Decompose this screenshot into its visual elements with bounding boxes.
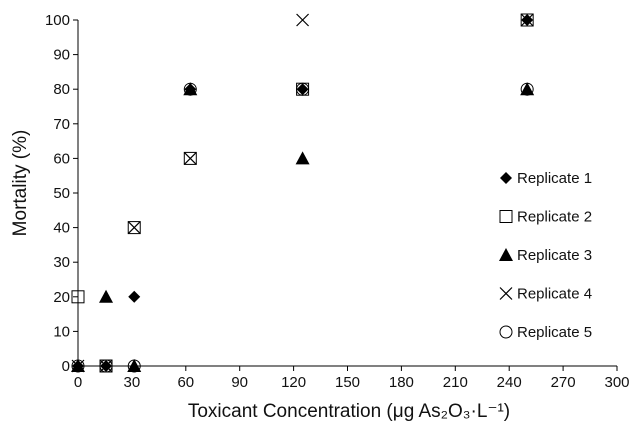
data-point bbox=[128, 290, 141, 303]
x-tick-label: 0 bbox=[74, 374, 82, 391]
y-tick-label: 30 bbox=[53, 254, 70, 271]
data-point bbox=[296, 83, 309, 96]
data-point bbox=[183, 82, 197, 96]
data-points bbox=[71, 13, 535, 373]
legend-marker bbox=[500, 172, 512, 184]
data-point bbox=[127, 359, 142, 372]
data-point bbox=[520, 82, 535, 96]
y-tick-label: 70 bbox=[53, 116, 70, 133]
legend-marker bbox=[499, 248, 513, 261]
data-point bbox=[127, 221, 141, 235]
x-tick-label: 90 bbox=[231, 374, 248, 391]
x-axis-title: Toxicant Concentration (μg As₂O₃·L⁻¹) bbox=[188, 401, 510, 422]
data-point bbox=[520, 13, 534, 27]
x-tick-label: 300 bbox=[604, 374, 629, 391]
data-point bbox=[71, 359, 85, 373]
y-tick-label: 10 bbox=[53, 323, 70, 340]
axes bbox=[77, 20, 617, 367]
y-tick-label: 90 bbox=[53, 47, 70, 64]
x-axis-ticks: 0 30 60 90 120 150 180 210 240 270 300 bbox=[74, 366, 630, 391]
data-point bbox=[127, 359, 141, 373]
series-replicate-4 bbox=[71, 13, 534, 373]
data-point bbox=[296, 13, 310, 27]
data-point bbox=[127, 221, 141, 235]
x-tick-label: 60 bbox=[177, 374, 194, 391]
data-point bbox=[295, 151, 310, 165]
y-tick-label: 60 bbox=[53, 150, 70, 167]
data-point bbox=[183, 151, 197, 165]
y-axis-ticks: 0 10 20 30 40 50 60 70 80 90 100 bbox=[45, 12, 78, 375]
data-point bbox=[520, 13, 534, 27]
x-tick-label: 120 bbox=[281, 374, 306, 391]
legend-label: Replicate 2 bbox=[517, 209, 592, 226]
x-tick-label: 210 bbox=[443, 374, 468, 391]
data-point bbox=[520, 82, 534, 96]
legend-label: Replicate 1 bbox=[517, 170, 592, 187]
legend-marker bbox=[499, 325, 513, 339]
y-tick-label: 50 bbox=[53, 185, 70, 202]
legend-item: Replicate 2 bbox=[499, 209, 592, 226]
x-tick-label: 150 bbox=[335, 374, 360, 391]
data-point bbox=[183, 151, 197, 165]
y-axis-title: Mortality (%) bbox=[10, 130, 31, 237]
legend-label: Replicate 3 bbox=[517, 247, 592, 264]
legend: Replicate 1 Replicate 2 Replicate 3 Replica… bbox=[499, 170, 592, 341]
legend-item: Replicate 4 bbox=[499, 286, 592, 303]
series-replicate-2 bbox=[71, 13, 534, 373]
data-point bbox=[71, 290, 85, 304]
legend-item: Replicate 1 bbox=[500, 170, 592, 187]
x-tick-label: 240 bbox=[497, 374, 522, 391]
legend-item: Replicate 3 bbox=[499, 247, 592, 264]
series-replicate-1 bbox=[72, 14, 534, 372]
legend-item: Replicate 5 bbox=[499, 324, 592, 341]
x-tick-label: 180 bbox=[389, 374, 414, 391]
legend-label: Replicate 4 bbox=[517, 286, 592, 303]
legend-label: Replicate 5 bbox=[517, 324, 592, 341]
legend-marker bbox=[499, 210, 513, 223]
data-point bbox=[99, 289, 114, 303]
y-tick-label: 0 bbox=[62, 358, 70, 375]
series-replicate-5 bbox=[71, 82, 534, 373]
y-tick-label: 20 bbox=[53, 289, 70, 306]
y-tick-label: 40 bbox=[53, 220, 70, 237]
y-tick-label: 80 bbox=[53, 81, 70, 98]
x-tick-label: 30 bbox=[124, 374, 141, 391]
data-point bbox=[296, 82, 310, 96]
legend-marker bbox=[499, 287, 513, 300]
data-point bbox=[183, 82, 198, 96]
data-point bbox=[99, 359, 113, 373]
x-tick-label: 270 bbox=[551, 374, 576, 391]
y-tick-label: 100 bbox=[45, 12, 70, 29]
